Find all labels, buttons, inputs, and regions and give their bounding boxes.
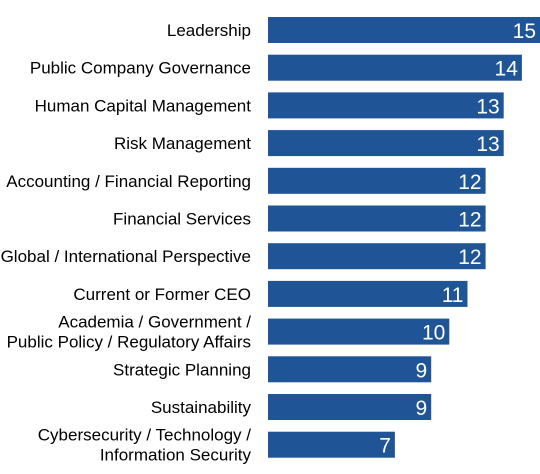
bar: [268, 92, 504, 119]
category-label: Leadership: [167, 21, 251, 40]
bar: [268, 205, 486, 232]
bar: [268, 130, 504, 157]
category-label: Information Security: [100, 446, 252, 465]
bar: [268, 394, 432, 420]
category-label: Current or Former CEO: [73, 285, 251, 304]
category-label: Global / International Perspective: [1, 247, 251, 266]
bar: [268, 167, 486, 194]
bar-value-label: 10: [422, 322, 445, 345]
bar: [268, 243, 486, 270]
bar-value-label: 7: [379, 435, 391, 458]
category-label: Cybersecurity / Technology /: [38, 426, 252, 445]
category-label: Public Policy / Regulatory Affairs: [7, 333, 251, 352]
bar: [268, 318, 450, 345]
category-label: Accounting / Financial Reporting: [6, 172, 251, 191]
category-label: Sustainability: [151, 398, 252, 417]
bar-value-label: 15: [513, 20, 536, 43]
bar: [268, 17, 540, 43]
category-label: Academia / Government /: [58, 313, 251, 332]
bar-value-label: 13: [476, 95, 499, 118]
bar-value-label: 9: [416, 397, 428, 420]
bar: [268, 356, 432, 383]
bar-value-label: 11: [442, 284, 464, 307]
category-label: Human Capital Management: [35, 96, 252, 115]
bar-value-label: 12: [458, 171, 481, 194]
bar: [268, 54, 522, 81]
bar: [268, 431, 395, 458]
bar-value-label: 12: [458, 209, 481, 232]
bar-value-label: 13: [476, 133, 499, 156]
bar-value-label: 9: [416, 359, 428, 382]
category-label: Risk Management: [114, 134, 251, 153]
bar-value-label: 12: [458, 246, 481, 269]
bar: [268, 280, 468, 307]
bar-value-label: 14: [495, 58, 519, 81]
category-label: Financial Services: [113, 210, 251, 229]
category-label: Strategic Planning: [113, 360, 251, 379]
category-label: Public Company Governance: [30, 59, 251, 78]
